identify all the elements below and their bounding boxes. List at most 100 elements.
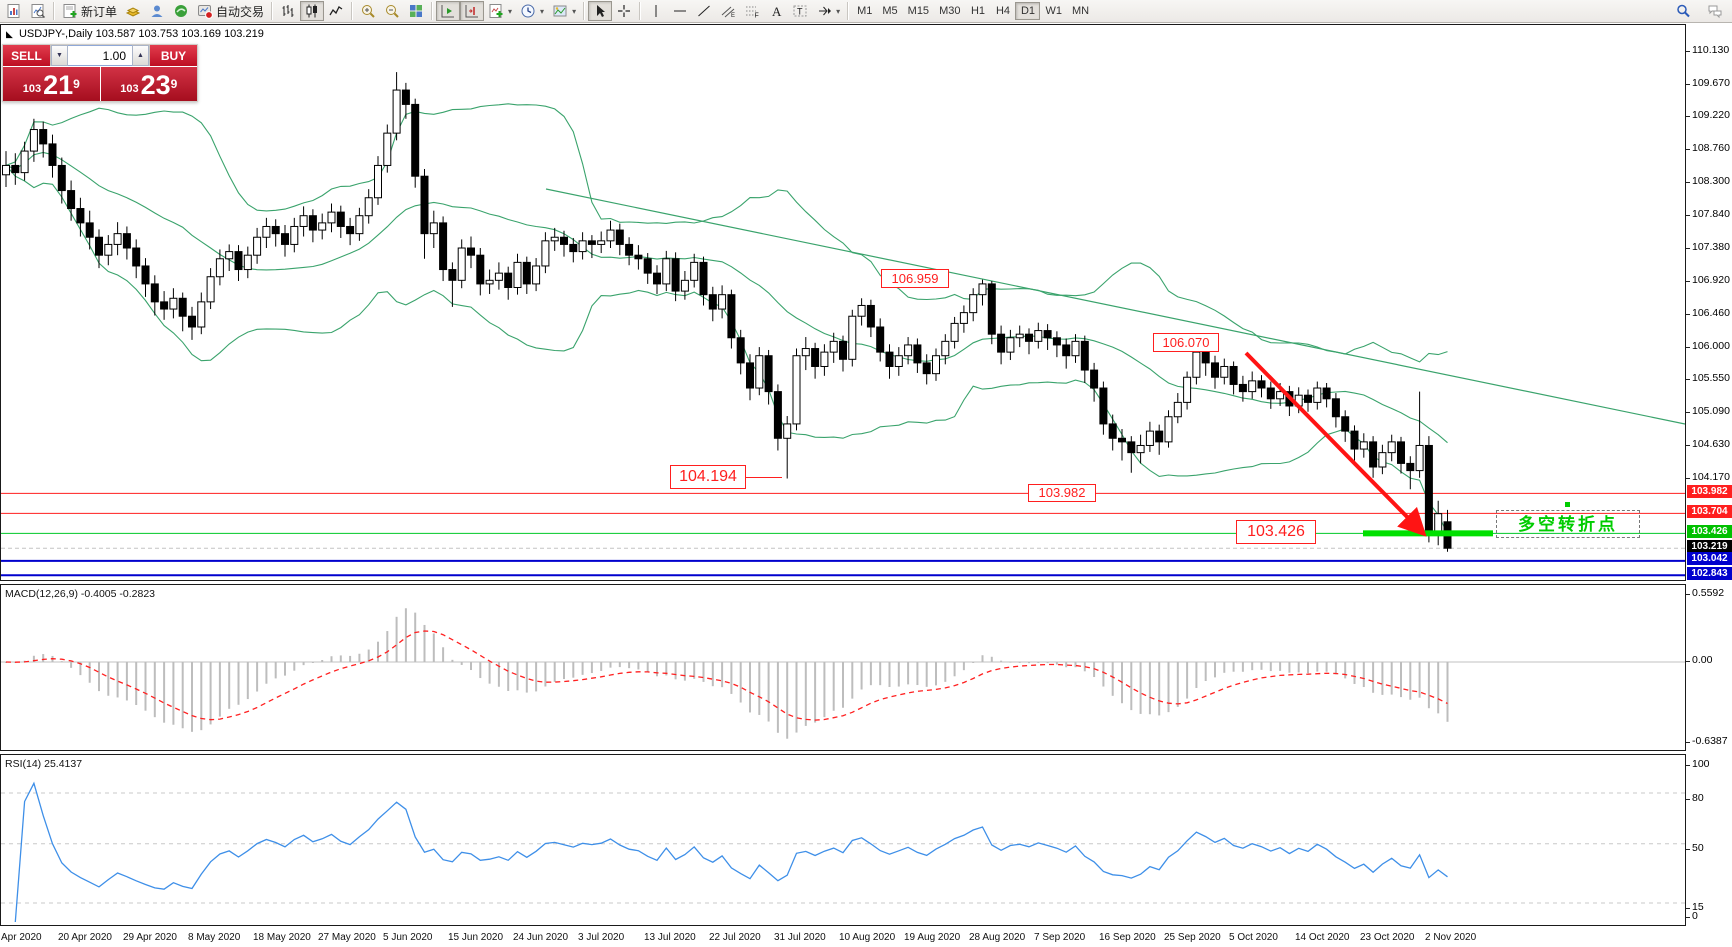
cursor-button[interactable] (588, 1, 613, 21)
candlestick (532, 265, 541, 285)
community-button[interactable] (145, 1, 169, 21)
candlestick (76, 208, 85, 224)
price-annotation-106070[interactable]: 106.070 (1153, 333, 1219, 352)
candlestick (485, 279, 494, 285)
volume-input[interactable] (68, 45, 132, 66)
tile-windows-button[interactable] (404, 1, 428, 21)
timeframe-w1-button[interactable]: W1 (1040, 2, 1067, 20)
buy-button[interactable]: BUY (150, 45, 197, 66)
templates-button[interactable]: ▾ (548, 1, 580, 21)
price-annotation-103426[interactable]: 103.426 (1236, 520, 1316, 544)
macd-indicator-panel[interactable] (0, 584, 1686, 751)
timeframe-m15-button[interactable]: M15 (903, 2, 934, 20)
periods-button[interactable]: ▾ (516, 1, 548, 21)
rsi-axis-tick (1686, 765, 1690, 766)
candlestick (634, 254, 643, 260)
vline-icon (648, 3, 664, 19)
price-axis-label: 107.840 (1692, 208, 1730, 220)
price-flag-103.426: 103.426 (1687, 525, 1732, 538)
macd-histogram-bar (1093, 662, 1096, 678)
price-chart-panel[interactable] (0, 24, 1686, 581)
price-annotation-104194[interactable]: 104.194 (670, 465, 746, 489)
candlestick (578, 240, 587, 253)
search-button[interactable] (1670, 1, 1696, 21)
fibo-button[interactable]: F (740, 1, 764, 21)
shapes-button[interactable]: ▾ (812, 1, 844, 21)
timeframe-mn-button[interactable]: MN (1067, 2, 1094, 20)
hline-button[interactable] (668, 1, 692, 21)
macd-histogram-bar (218, 662, 221, 717)
date-axis-label: 18 May 2020 (253, 932, 311, 943)
zoom-out-button[interactable] (380, 1, 404, 21)
downtrend-arrow[interactable] (1244, 351, 1427, 537)
chevron-down-icon: ▾ (836, 6, 841, 16)
timeframe-m30-button[interactable]: M30 (934, 2, 965, 20)
date-axis-label: 20 Apr 2020 (58, 932, 112, 943)
macd-histogram-bar (1148, 662, 1151, 715)
macd-histogram-bar (497, 662, 500, 687)
toolbar-button-label: 自动交易 (216, 4, 265, 19)
market-watch-button[interactable] (121, 1, 145, 21)
label-button[interactable]: T (788, 1, 812, 21)
candlestick (1257, 380, 1266, 389)
bollinger-upper-band[interactable] (5, 103, 1448, 363)
trendline-button[interactable] (692, 1, 716, 21)
candlestick (1090, 369, 1099, 389)
annotation-handle[interactable] (1565, 502, 1570, 507)
price-annotation-106959[interactable]: 106.959 (881, 269, 949, 288)
price-annotation-103982[interactable]: 103.982 (1028, 484, 1096, 502)
candlestick-button[interactable] (300, 1, 325, 21)
buy-price-display[interactable]: 103 23 9 (100, 67, 197, 101)
sell-price-display[interactable]: 103 21 9 (3, 67, 100, 101)
macd-histogram-bar (256, 662, 259, 692)
bar-chart-button[interactable] (276, 1, 300, 21)
macd-histogram-bar (525, 662, 528, 693)
rsi-indicator-panel[interactable] (0, 754, 1686, 926)
autotrading-button[interactable]: 自动交易 (193, 1, 268, 21)
profiles-button[interactable] (26, 1, 50, 21)
vline-button[interactable] (644, 1, 668, 21)
zoom-in-button[interactable] (356, 1, 380, 21)
macd-histogram-bar (367, 649, 370, 662)
note-annotation[interactable]: 多空转折点 (1496, 510, 1640, 538)
macd-histogram-bar (860, 662, 863, 690)
candlestick (1341, 416, 1350, 432)
chat-button[interactable] (1702, 1, 1728, 21)
bollinger-middle-band[interactable] (5, 151, 1448, 444)
new-order-button[interactable]: 新订单 (58, 1, 121, 21)
chart-shift-button[interactable] (460, 1, 485, 21)
date-axis-label: 14 Oct 2020 (1295, 932, 1350, 943)
candlestick (104, 243, 113, 256)
timeframe-h1-button[interactable]: H1 (965, 2, 990, 20)
line-chart-button[interactable] (324, 1, 348, 21)
volume-increase-button[interactable]: ▲ (132, 45, 149, 66)
sell-button[interactable]: SELL (3, 45, 50, 66)
timeframe-d1-button[interactable]: D1 (1015, 2, 1041, 20)
macd-histogram-bar (1260, 662, 1263, 670)
macd-histogram-bar (172, 662, 175, 725)
descending-trendline[interactable] (545, 188, 1685, 425)
channel-button[interactable]: E (716, 1, 740, 21)
mql5-button[interactable] (169, 1, 193, 21)
support-highlight-segment[interactable] (1363, 530, 1493, 537)
candlestick (346, 225, 355, 235)
date-axis-label: 5 Oct 2020 (1229, 932, 1278, 943)
text-button[interactable]: A (764, 1, 788, 21)
bollinger-lower-band[interactable] (5, 165, 1448, 535)
timeframe-m5-button[interactable]: M5 (877, 2, 902, 20)
macd-histogram-bar (237, 662, 240, 705)
new-chart-button[interactable] (2, 1, 26, 21)
timeframe-h4-button[interactable]: H4 (990, 2, 1015, 20)
crosshair-button[interactable] (612, 1, 636, 21)
macd-histogram-bar (814, 662, 817, 723)
auto-scroll-button[interactable] (436, 1, 461, 21)
indicators-button[interactable]: ▾ (484, 1, 516, 21)
candlestick (132, 247, 141, 267)
timeframe-m1-button[interactable]: M1 (852, 2, 877, 20)
periods-icon (520, 3, 536, 19)
candlestick (1406, 462, 1415, 472)
toolbar-button-label: 新订单 (81, 4, 118, 19)
volume-decrease-button[interactable]: ▼ (51, 45, 68, 66)
toolbar-separator (639, 2, 642, 20)
candlestick (1062, 344, 1071, 357)
